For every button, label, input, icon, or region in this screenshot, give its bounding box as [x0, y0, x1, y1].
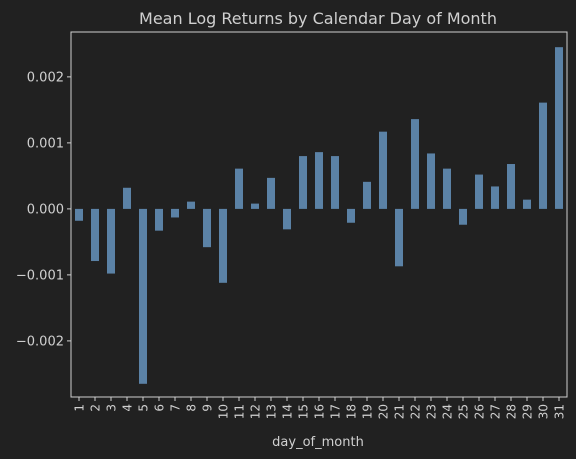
- x-tick-label: 20: [377, 404, 391, 419]
- bar-day-16: [315, 152, 323, 209]
- bar-day-29: [523, 199, 531, 209]
- bars-layer: [75, 47, 563, 384]
- x-tick-label: 9: [201, 404, 215, 412]
- x-tick-label: 31: [553, 404, 567, 419]
- bar-day-25: [459, 208, 467, 225]
- y-axis: −0.002 −0.001 0.000 0.001 0.002: [16, 70, 71, 349]
- bar-day-5: [139, 208, 147, 384]
- bar-day-28: [507, 164, 515, 209]
- bar-day-9: [203, 208, 211, 248]
- bar-day-8: [187, 201, 195, 209]
- x-tick-label: 23: [425, 404, 439, 419]
- bar-day-13: [267, 177, 275, 209]
- x-tick-label: 30: [537, 404, 551, 419]
- bar-day-11: [235, 168, 243, 209]
- chart-title: Mean Log Returns by Calendar Day of Mont…: [139, 9, 497, 28]
- x-axis-label: day_of_month: [272, 435, 364, 450]
- bar-day-6: [155, 208, 163, 231]
- bar-day-12: [251, 203, 259, 209]
- x-tick-label: 3: [105, 404, 119, 412]
- x-tick-label: 25: [457, 404, 471, 419]
- bar-day-27: [491, 186, 499, 209]
- x-tick-label: 17: [329, 404, 343, 419]
- x-tick-label: 16: [313, 404, 327, 419]
- x-tick-label: 27: [489, 404, 503, 419]
- bar-day-20: [379, 131, 387, 209]
- x-tick-label: 29: [521, 404, 535, 419]
- x-tick-label: 2: [89, 404, 103, 412]
- bar-day-19: [363, 181, 371, 209]
- x-tick-label: 15: [297, 404, 311, 419]
- y-tick-label: 0.001: [27, 136, 64, 151]
- bar-day-15: [299, 156, 307, 209]
- bar-day-26: [475, 174, 483, 209]
- x-tick-label: 13: [265, 404, 279, 419]
- x-tick-label: 21: [393, 404, 407, 419]
- x-tick-label: 11: [233, 404, 247, 419]
- x-tick-label: 24: [441, 404, 455, 419]
- bar-day-30: [539, 102, 547, 209]
- bar-day-23: [427, 153, 435, 209]
- bar-day-21: [395, 208, 403, 267]
- x-tick-label: 1: [73, 404, 87, 412]
- x-tick-label: 8: [185, 404, 199, 412]
- bar-day-17: [331, 156, 339, 209]
- x-tick-label: 18: [345, 404, 359, 419]
- x-tick-label: 14: [281, 404, 295, 419]
- y-tick-label: −0.001: [16, 268, 64, 283]
- x-tick-label: 28: [505, 404, 519, 419]
- bar-day-3: [107, 208, 115, 274]
- x-tick-label: 7: [169, 404, 183, 412]
- x-tick-label: 19: [361, 404, 375, 419]
- bar-day-24: [443, 168, 451, 209]
- x-tick-label: 12: [249, 404, 263, 419]
- y-tick-label: 0.000: [27, 202, 64, 217]
- bar-day-2: [91, 208, 99, 262]
- bar-day-1: [75, 208, 83, 221]
- bar-day-4: [123, 187, 131, 209]
- x-tick-label: 4: [121, 404, 135, 412]
- x-tick-label: 6: [153, 404, 167, 412]
- bar-day-22: [411, 119, 419, 209]
- x-axis: 1 2 3 4 5 6 7 8 9 10 11 12 13 14 15 16 17 18 19 20 21 22 23 24 2…: [73, 397, 567, 419]
- bar-day-7: [171, 208, 179, 218]
- y-tick-label: −0.002: [16, 334, 64, 349]
- x-tick-label: 10: [217, 404, 231, 419]
- x-tick-label: 26: [473, 404, 487, 419]
- y-tick-label: 0.002: [27, 70, 64, 85]
- bar-day-18: [347, 208, 355, 223]
- bar-day-31: [555, 47, 563, 209]
- x-tick-label: 22: [409, 404, 423, 419]
- x-tick-label: 5: [137, 404, 151, 412]
- bar-day-10: [219, 208, 227, 283]
- bar-day-14: [283, 208, 291, 230]
